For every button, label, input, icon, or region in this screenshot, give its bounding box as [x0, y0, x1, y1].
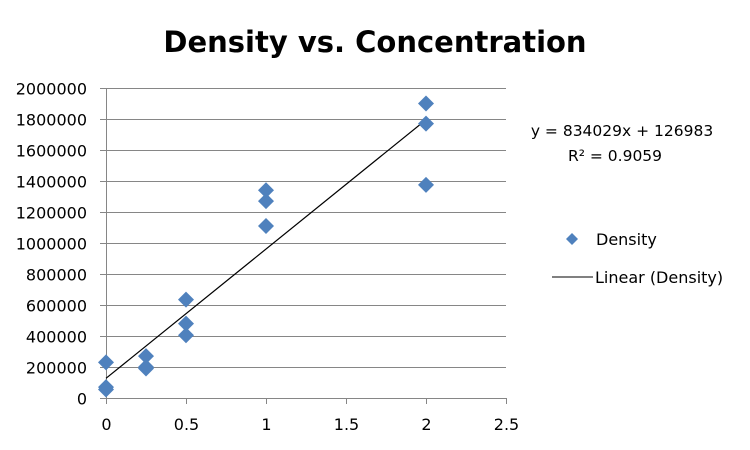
axes — [100, 88, 507, 404]
data-point — [178, 315, 194, 332]
legend: Density Linear (Density) — [552, 230, 723, 287]
x-axis-tick-labels: 0 0.5 1 1.5 2 2.5 — [101, 415, 519, 434]
y-tick-label: 600000 — [26, 297, 87, 316]
y-tick-label: 1200000 — [16, 204, 87, 223]
data-point — [98, 381, 114, 398]
y-tick-label: 1000000 — [16, 235, 87, 254]
chart-title: Density vs. Concentration — [163, 25, 586, 59]
data-point — [258, 217, 274, 234]
y-tick-label: 400000 — [26, 328, 87, 347]
y-tick-label: 200000 — [26, 359, 87, 378]
legend-label-linear: Linear (Density) — [595, 268, 723, 287]
y-tick-label: 800000 — [26, 266, 87, 285]
data-point — [418, 176, 434, 193]
data-point — [418, 115, 434, 132]
data-point — [178, 327, 194, 344]
legend-label-density: Density — [596, 230, 657, 249]
data-point — [98, 354, 114, 371]
x-tick-label: 1 — [261, 415, 271, 434]
x-tick-label: 1.5 — [334, 415, 359, 434]
y-tick-label: 1600000 — [16, 142, 87, 161]
y-tick-label: 1400000 — [16, 173, 87, 192]
data-point — [178, 291, 194, 308]
data-point — [258, 193, 274, 210]
y-tick-label: 0 — [77, 390, 87, 409]
data-point — [418, 95, 434, 112]
trendline-r-squared: R² = 0.9059 — [568, 147, 662, 165]
x-tick-label: 2 — [421, 415, 431, 434]
data-points — [98, 95, 434, 398]
data-point — [138, 348, 154, 365]
trendline — [105, 119, 427, 379]
data-point — [138, 360, 154, 377]
y-tick-label: 1800000 — [16, 111, 87, 130]
x-tick-label: 0.5 — [174, 415, 199, 434]
trendline-equation: y = 834029x + 126983 — [531, 122, 713, 140]
x-tick-label: 2.5 — [494, 415, 519, 434]
trendline-group — [105, 119, 427, 379]
y-tick-label: 2000000 — [16, 80, 87, 99]
data-point — [258, 182, 274, 199]
gridlines — [106, 88, 506, 368]
y-axis-tick-labels: 0 200000 400000 600000 800000 1000000 1200000 1… — [16, 80, 87, 409]
legend-marker-density — [566, 233, 578, 245]
x-tick-label: 0 — [101, 415, 111, 434]
